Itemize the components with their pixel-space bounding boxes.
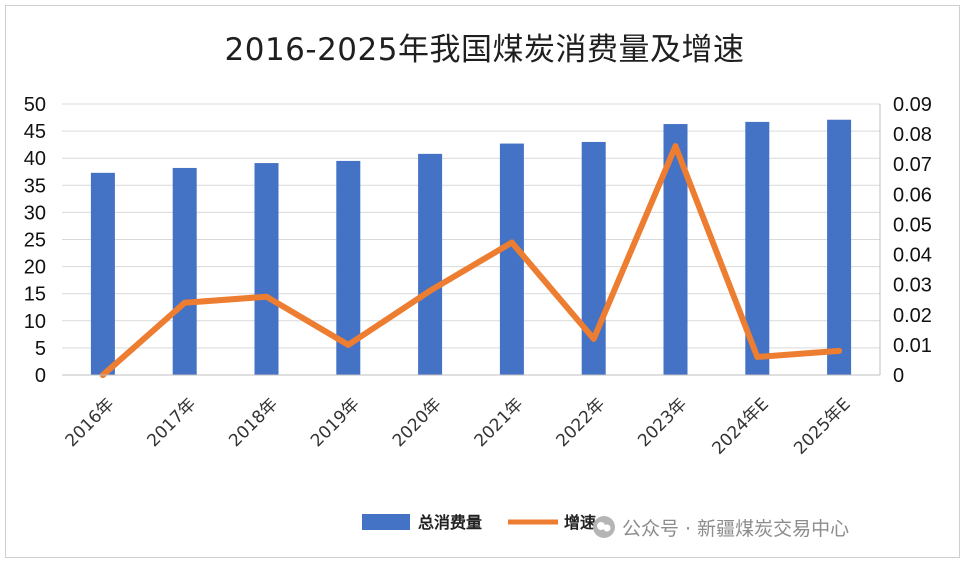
legend-line-label: 增速: [564, 513, 596, 532]
x-axis-tick: 2021年: [471, 394, 528, 451]
legend-bar-swatch: [362, 514, 410, 530]
left-axis-tick: 35: [24, 175, 46, 197]
x-axis-tick: 2019年: [307, 394, 364, 451]
watermark: 公众号 · 新疆煤炭交易中心: [592, 512, 849, 542]
legend-bar-label: 总消费量: [418, 513, 482, 532]
left-axis-tick: 20: [24, 257, 46, 279]
growth-point: [263, 293, 270, 300]
bar: [90, 172, 115, 375]
left-axis-tick: 30: [24, 202, 46, 224]
legend: 总消费量 增速: [362, 513, 596, 532]
line-series-growth-rate: [99, 143, 843, 378]
axes: 0 5 10 15 20 25 30 35 40 45 50 0 0.01 0.02 0.03 0.04 0.0…: [24, 94, 932, 459]
left-axis-tick: 5: [35, 338, 46, 360]
bar: [418, 153, 443, 375]
right-axis-tick: 0.02: [893, 305, 932, 327]
right-axis-tick: 0: [893, 365, 904, 387]
left-axis-tick: 45: [24, 121, 46, 143]
growth-point: [590, 335, 597, 342]
growth-point: [345, 341, 352, 348]
right-axis-tick: 0.09: [893, 94, 932, 116]
right-axis-tick: 0.03: [893, 275, 932, 297]
growth-point: [427, 287, 434, 294]
bar: [827, 119, 852, 375]
right-axis-tick: 0.08: [893, 124, 932, 146]
left-axis-tick: 15: [24, 284, 46, 306]
growth-point: [836, 347, 843, 354]
x-axis-tick: 2016年: [62, 394, 119, 451]
left-axis-tick: 0: [35, 365, 46, 387]
left-axis-tick: 50: [24, 94, 46, 116]
growth-point: [508, 239, 515, 246]
x-axis-tick: 2025年E: [790, 394, 854, 458]
right-axis-tick: 0.07: [893, 154, 932, 176]
bar: [499, 143, 524, 375]
chart-title: 2016-2025年我国煤炭消费量及增速: [224, 32, 745, 68]
left-axis-tick: 25: [24, 230, 46, 252]
bar: [172, 167, 197, 375]
x-axis-tick: 2023年: [634, 394, 691, 451]
watermark-text: 公众号 · 新疆煤炭交易中心: [622, 517, 850, 540]
growth-point: [754, 353, 761, 360]
x-axis-tick: 2020年: [389, 394, 446, 451]
bar: [254, 163, 279, 375]
x-axis-tick: 2017年: [143, 394, 200, 451]
bar-series-total-consumption: [90, 119, 852, 375]
left-axis-tick: 10: [24, 311, 46, 333]
left-axis-tick: 40: [24, 148, 46, 170]
wechat-official-account-icon: [593, 516, 615, 538]
gridlines: [62, 103, 880, 349]
right-axis-tick: 0.06: [893, 184, 932, 206]
chart-frame: [5, 5, 960, 558]
growth-point: [672, 143, 679, 150]
growth-line: [99, 143, 843, 378]
right-axis-tick: 0.04: [893, 245, 932, 267]
x-axis-tick: 2024年E: [708, 394, 772, 458]
x-axis-tick: 2022年: [552, 394, 609, 451]
growth-point: [181, 299, 188, 306]
right-axis-tick: 0.01: [893, 335, 932, 357]
x-axis-tick: 2018年: [225, 394, 282, 451]
right-axis-tick: 0.05: [893, 214, 932, 236]
